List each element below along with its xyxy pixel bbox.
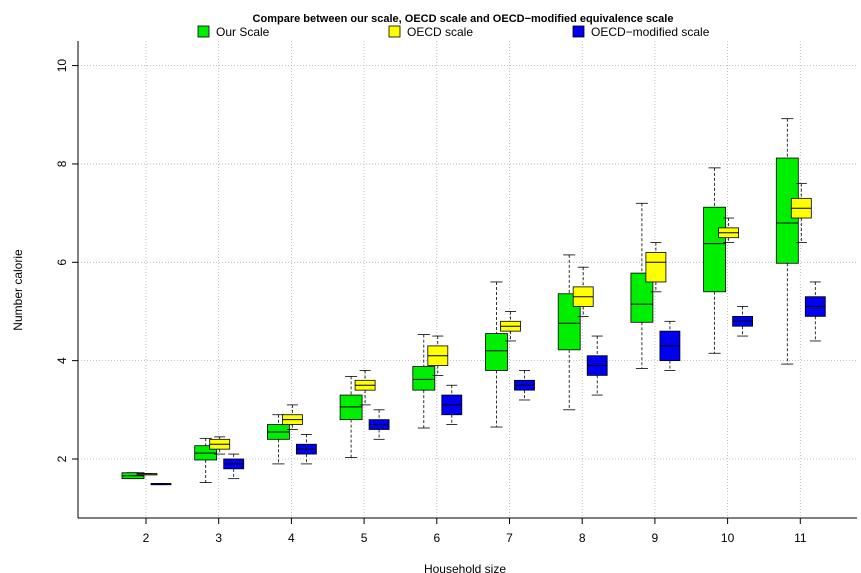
legend-label: OECD scale [407,25,473,39]
x-tick-label: 7 [506,531,513,545]
chart-title: Compare between our scale, OECD scale an… [253,13,674,25]
y-tick-label: 2 [55,455,69,462]
axes: 2 4 6 8 10 2 3 4 5 6 7 8 9 10 11 [55,41,857,545]
x-tick-label: 6 [433,531,440,545]
plot-area [121,118,826,486]
legend-swatch [388,25,401,38]
series-2 [150,281,826,486]
x-tick-label: 4 [288,531,295,545]
box [485,333,508,371]
box [645,252,667,283]
legend-label: Our Scale [216,25,270,39]
y-tick-label: 8 [55,160,69,167]
x-tick-label: 11 [794,531,807,545]
x-tick-label: 3 [215,531,222,545]
box [630,272,654,323]
x-tick-label: 2 [143,531,150,545]
y-axis-label: Number calorie [11,249,25,331]
box [703,206,726,293]
y-tick-label: 6 [55,259,69,266]
legend-swatch [572,25,585,38]
y-tick-label: 4 [55,357,69,364]
legend-swatch [197,25,210,38]
x-tick-label: 9 [652,531,659,545]
x-axis-label: Household size [424,562,506,573]
box [557,293,581,351]
x-tick-label: 8 [579,531,586,545]
x-tick-label: 10 [721,531,735,545]
legend: Our Scale OECD scale OECD−modified scale [197,25,710,39]
x-tick-label: 5 [361,531,368,545]
y-tick-label: 10 [55,59,69,73]
series-0 [121,118,799,483]
series-1 [136,183,812,476]
legend-label: OECD−modified scale [591,25,710,39]
box [412,366,436,391]
